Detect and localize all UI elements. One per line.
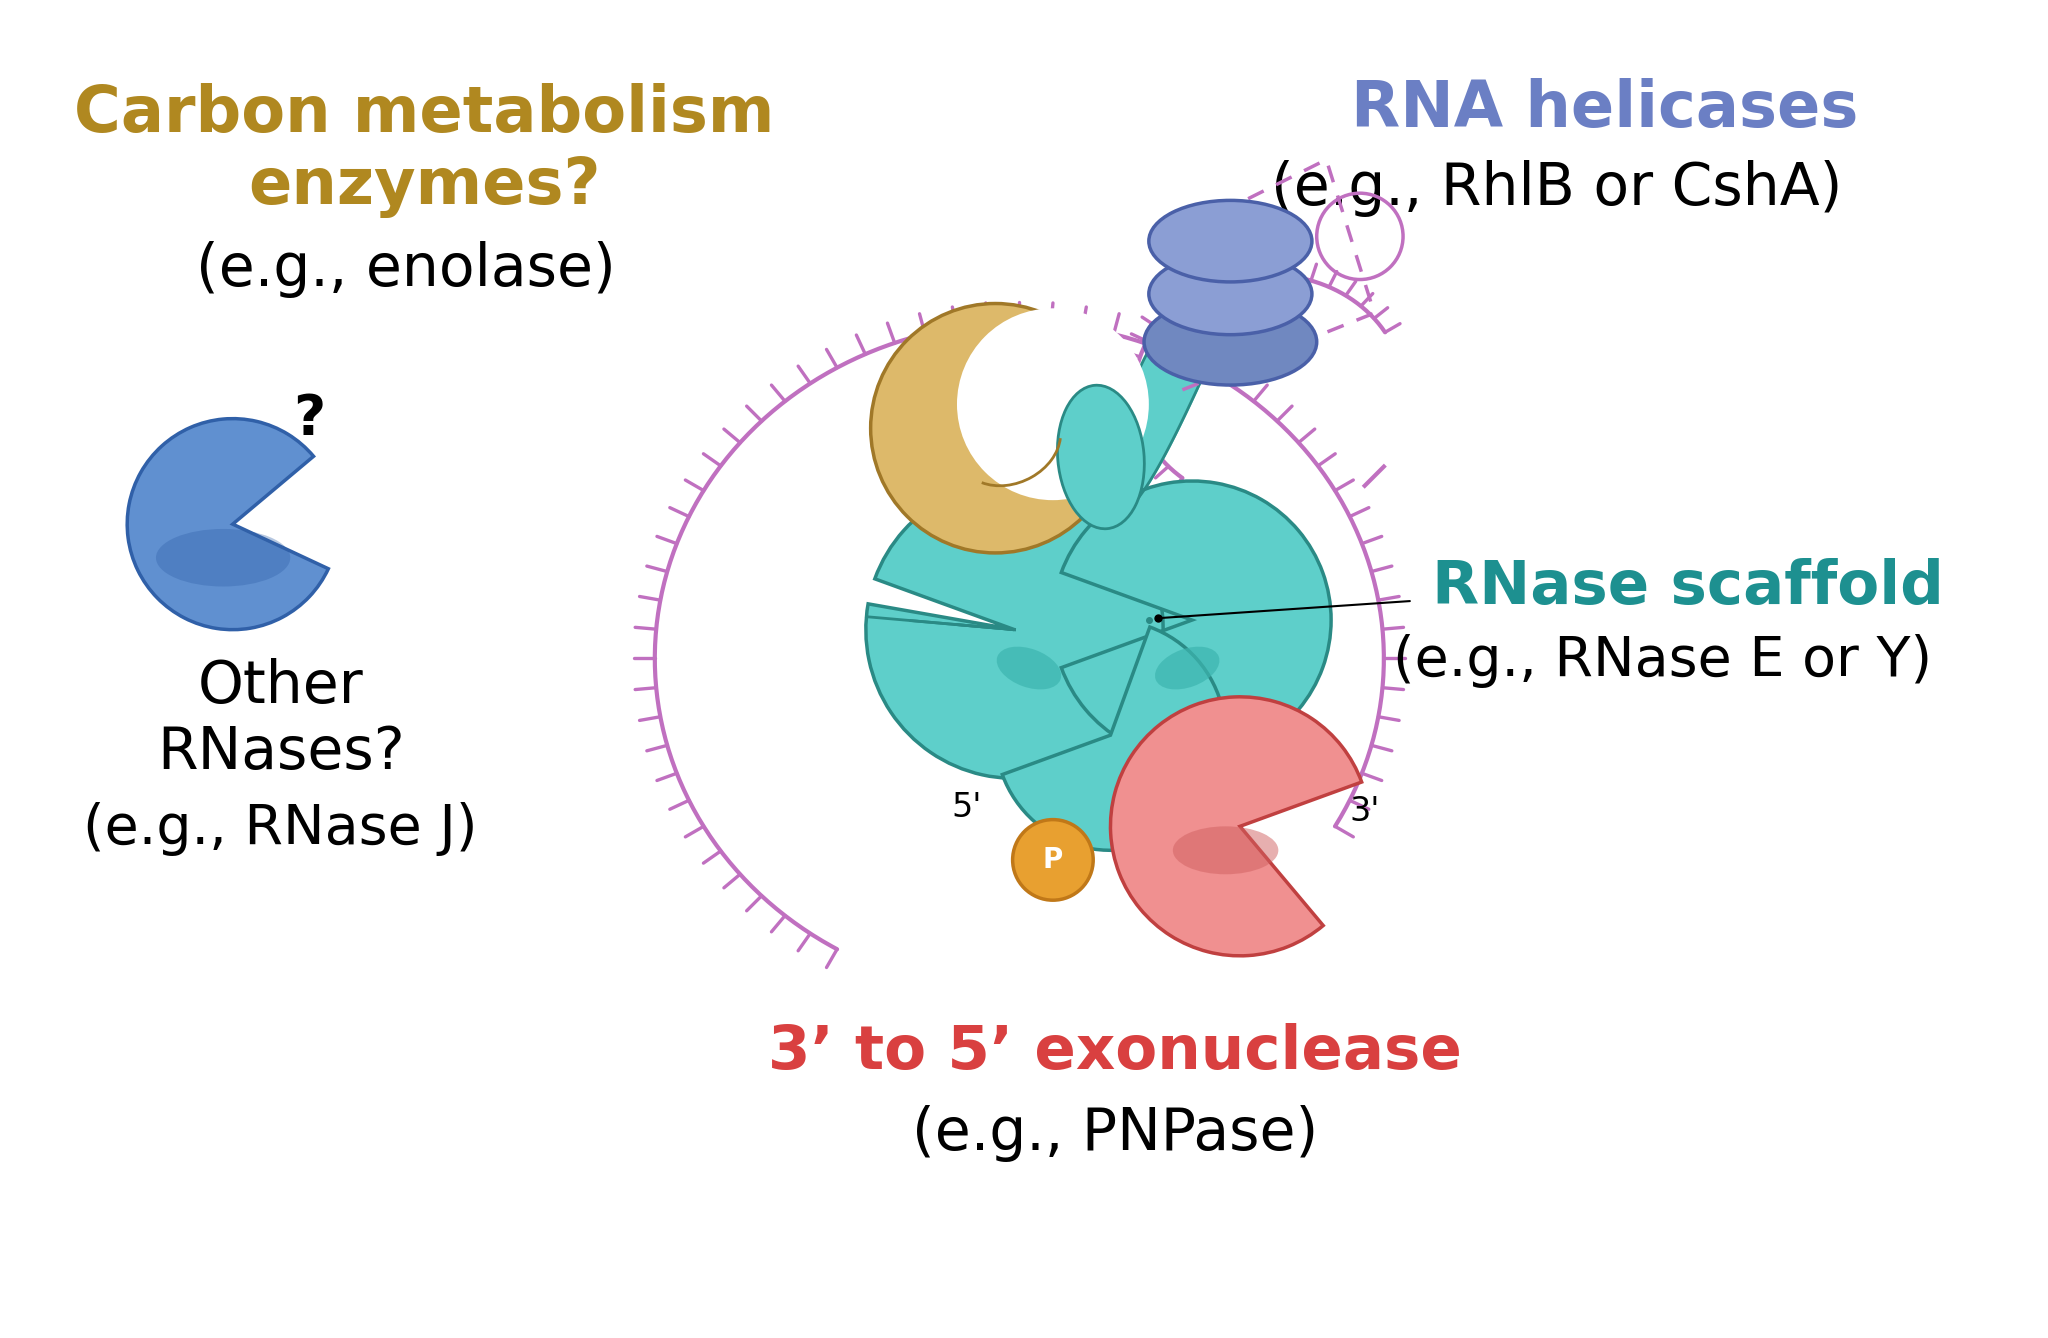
Text: 5': 5' — [952, 791, 981, 824]
Wedge shape — [1061, 480, 1331, 759]
Wedge shape — [127, 419, 328, 630]
Ellipse shape — [997, 646, 1061, 689]
Text: Carbon metabolism
enzymes?: Carbon metabolism enzymes? — [74, 83, 774, 218]
Text: (e.g., RNase J): (e.g., RNase J) — [84, 803, 477, 856]
Wedge shape — [866, 480, 1163, 779]
Text: (e.g., enolase): (e.g., enolase) — [195, 241, 614, 298]
Ellipse shape — [1149, 253, 1313, 334]
Circle shape — [956, 308, 1149, 500]
Ellipse shape — [1174, 827, 1278, 874]
Circle shape — [1012, 820, 1094, 900]
Text: Other
RNases?: Other RNases? — [158, 658, 406, 781]
Text: (e.g., RNase E or Y): (e.g., RNase E or Y) — [1393, 634, 1933, 689]
Ellipse shape — [1149, 201, 1313, 282]
Text: P: P — [1042, 846, 1063, 874]
Text: (e.g., PNPase): (e.g., PNPase) — [911, 1105, 1319, 1161]
Ellipse shape — [1155, 646, 1219, 689]
Text: 3’ to 5’ exonuclease: 3’ to 5’ exonuclease — [768, 1024, 1462, 1082]
Text: RNA helicases: RNA helicases — [1352, 78, 1858, 140]
Text: (e.g., RhlB or CshA): (e.g., RhlB or CshA) — [1272, 159, 1843, 217]
Wedge shape — [1110, 697, 1362, 955]
Ellipse shape — [156, 529, 291, 586]
Circle shape — [870, 304, 1120, 553]
Ellipse shape — [1010, 486, 1221, 773]
Text: RNase scaffold: RNase scaffold — [1432, 558, 1944, 617]
Ellipse shape — [1057, 385, 1145, 529]
Ellipse shape — [1145, 298, 1317, 385]
Text: 3': 3' — [1350, 795, 1380, 828]
Wedge shape — [1001, 628, 1225, 851]
Text: ?: ? — [293, 392, 326, 446]
